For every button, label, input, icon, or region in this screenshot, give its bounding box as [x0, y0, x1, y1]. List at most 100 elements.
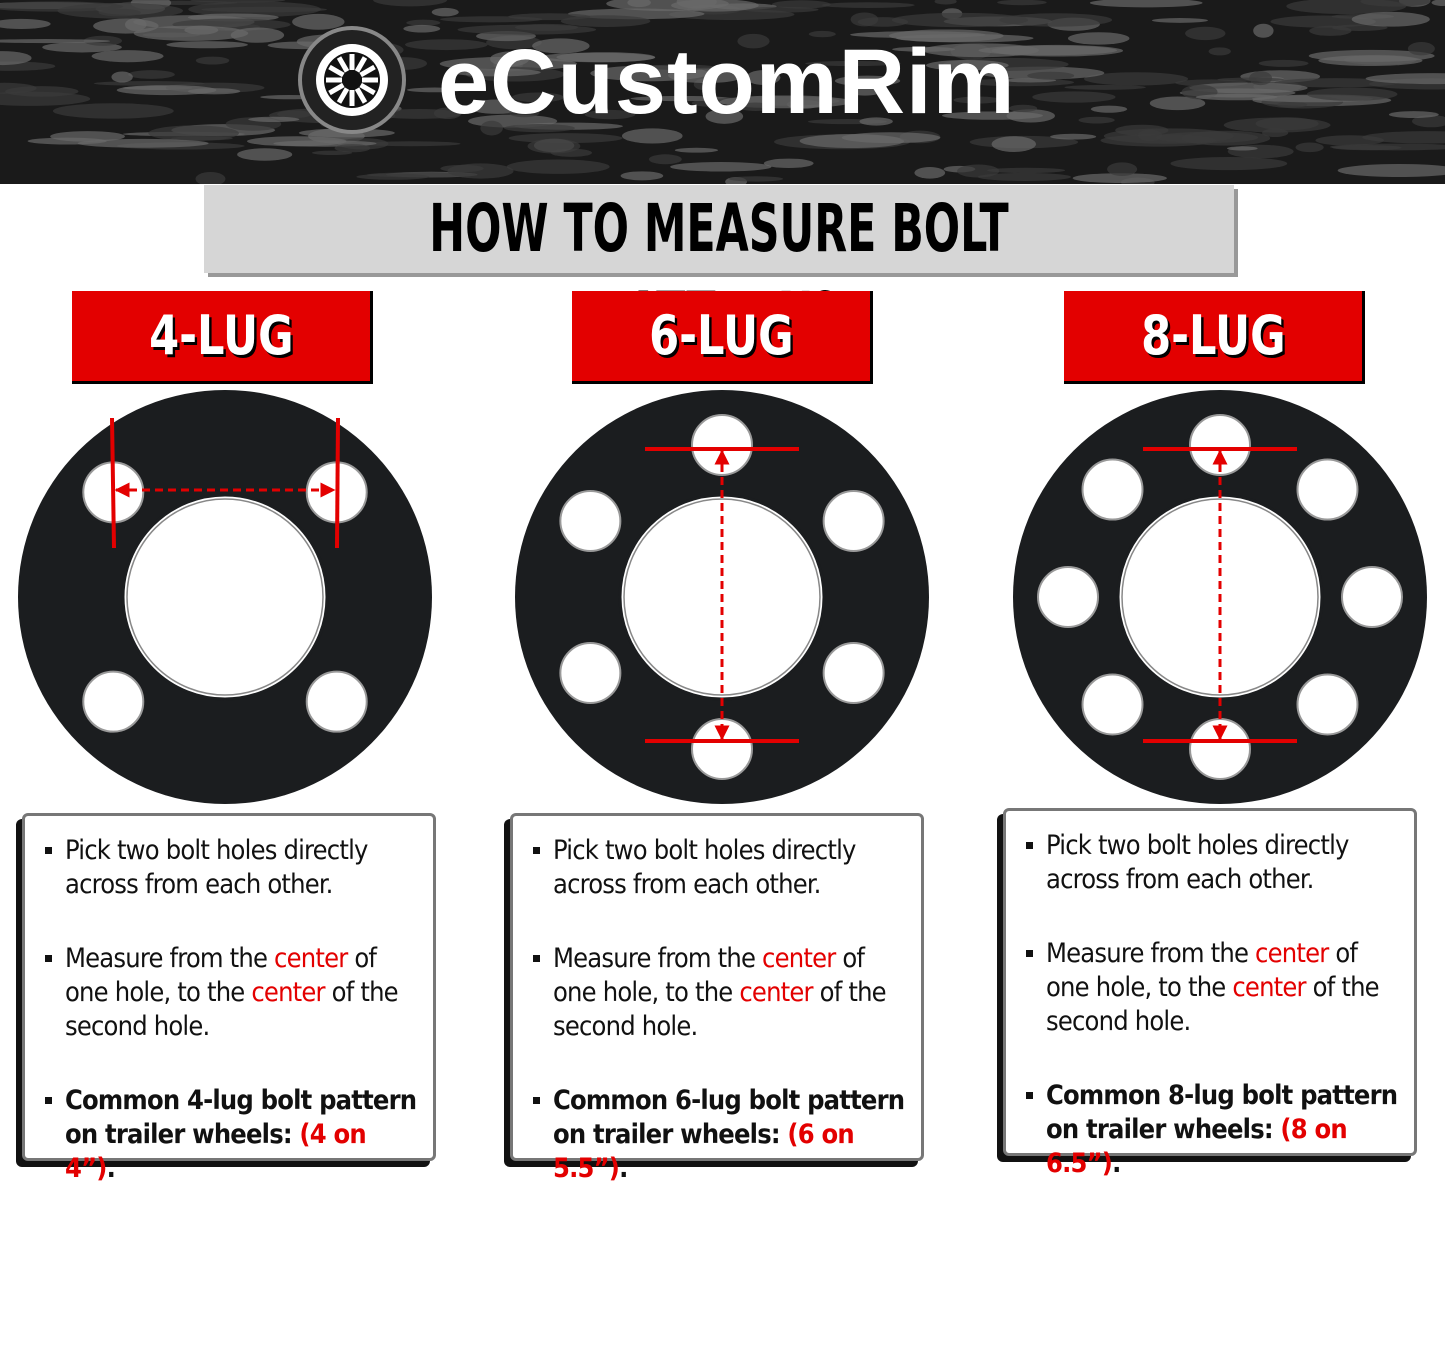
texture-blot [556, 52, 656, 63]
texture-blot [77, 138, 209, 148]
bolt-hole [822, 490, 885, 552]
bullet-text: of the second hole. [65, 977, 399, 1042]
texture-blot [977, 172, 1071, 181]
texture-blot [431, 7, 459, 17]
texture-blot [311, 150, 353, 156]
highlight: center [251, 977, 325, 1008]
texture-blot [627, 0, 651, 8]
highlight: center [1232, 972, 1306, 1003]
texture-blot [356, 173, 430, 180]
texture-blot [914, 167, 946, 179]
texture-blot [237, 148, 293, 161]
texture-blot [376, 109, 462, 119]
highlight: (6 on 5.5”) [553, 1119, 855, 1184]
measure-line [110, 417, 116, 549]
bullet-text: Pick two bolt holes directly across from… [65, 835, 368, 900]
texture-blot [405, 39, 488, 51]
bolt-hole [822, 642, 885, 704]
texture-blot [91, 50, 164, 63]
bolt-hole [82, 670, 145, 733]
center-hole [121, 493, 329, 701]
texture-blot [644, 64, 715, 70]
bullet-text: . [619, 1153, 628, 1184]
texture-blot [737, 102, 774, 112]
texture-blot [1332, 24, 1388, 31]
texture-blot [128, 70, 175, 79]
texture-blot [1295, 142, 1324, 153]
texture-blot [1149, 96, 1206, 111]
texture-blot [506, 159, 610, 174]
bullet: Measure from the center of one hole, to … [1026, 937, 1400, 1039]
texture-blot [620, 171, 664, 181]
info-box: Pick two bolt holes directly across from… [22, 813, 436, 1184]
texture-blot [230, 27, 285, 43]
texture-blot [560, 15, 651, 28]
bullet: Pick two bolt holes directly across from… [45, 834, 419, 902]
texture-blot [622, 128, 683, 144]
highlight: center [1255, 938, 1329, 969]
texture-blot [999, 13, 1113, 27]
logo-spoke [359, 64, 376, 78]
texture-blot [1083, 72, 1189, 86]
texture-blot [334, 144, 371, 153]
texture-blot [1258, 59, 1309, 67]
bullet: Measure from the center of one hole, to … [45, 942, 419, 1044]
info-box: Pick two bolt holes directly across from… [510, 813, 924, 1184]
measure-line [335, 417, 340, 549]
texture-blot [27, 137, 107, 145]
texture-blot [771, 0, 831, 9]
texture-blot [674, 147, 719, 153]
lug-label: 8-LUG [1064, 291, 1365, 384]
logo-spoke [354, 56, 368, 73]
logo-spoke [328, 82, 345, 96]
bullet-text: of the second hole. [1046, 972, 1380, 1037]
texture-blot [504, 124, 575, 133]
texture-blot [1270, 15, 1376, 28]
bolt-hole [559, 642, 622, 704]
texture-blot [406, 19, 441, 26]
texture-blot [195, 171, 226, 184]
texture-blot [1064, 84, 1146, 90]
texture-blot [841, 132, 941, 144]
bolt-hole [1081, 458, 1144, 521]
bullet-text: Measure from the [65, 943, 275, 974]
highlight: (4 on 4”) [65, 1119, 367, 1184]
info-box: Pick two bolt holes directly across from… [1003, 808, 1417, 1179]
texture-blot [1226, 146, 1258, 151]
texture-blot [805, 60, 901, 67]
texture-blot [1103, 128, 1235, 144]
logo-hub [324, 52, 380, 108]
texture-blot [847, 86, 882, 96]
highlight: center [274, 943, 348, 974]
texture-blot [925, 60, 1009, 71]
texture-blot [1412, 115, 1445, 128]
texture-blot [1067, 32, 1130, 45]
texture-blot [403, 24, 441, 33]
bolt-hole [559, 490, 622, 552]
bullet-text: Common 8-lug bolt pattern on trailer whe… [1046, 1080, 1398, 1145]
texture-blot [834, 75, 901, 87]
texture-blot [859, 117, 893, 126]
logo-spoke [328, 64, 345, 78]
texture-blot [896, 34, 1034, 43]
texture-blot [1217, 77, 1284, 82]
texture-blot [1189, 82, 1308, 94]
bullet-text: Pick two bolt holes directly across from… [1046, 830, 1349, 895]
logo-spoke [336, 87, 350, 104]
texture-blot [1388, 111, 1439, 119]
texture-blot [648, 154, 682, 165]
bullet-text: Pick two bolt holes directly across from… [553, 835, 856, 900]
bullet: Common 8-lug bolt pattern on trailer whe… [1026, 1079, 1400, 1181]
texture-blot [406, 87, 463, 93]
highlight: (8 on 6.5”) [1046, 1114, 1348, 1179]
bolt-hole [1341, 566, 1403, 628]
texture-blot [850, 12, 879, 27]
texture-blot [821, 2, 915, 8]
texture-blot [0, 51, 32, 66]
texture-blot [1208, 47, 1231, 56]
texture-blot [439, 16, 543, 23]
texture-blot [1170, 156, 1288, 171]
texture-blot [1431, 0, 1445, 6]
bolt-hole [1081, 673, 1144, 736]
lug-label: 6-LUG [572, 291, 873, 384]
